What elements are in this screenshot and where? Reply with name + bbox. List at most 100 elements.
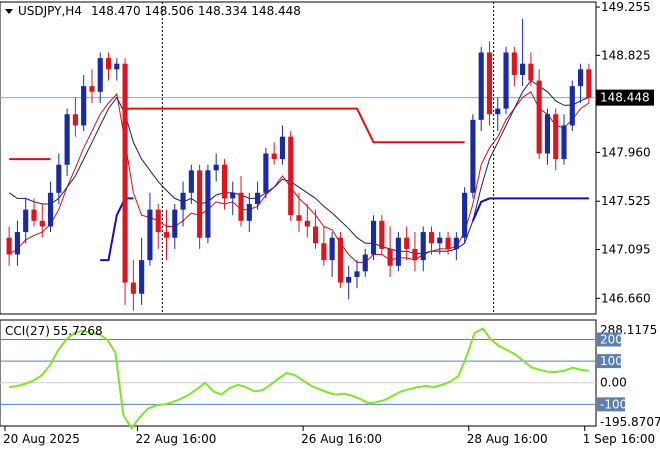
candle-bear [163, 232, 170, 238]
candle-bear [412, 248, 418, 261]
candle-bear [105, 58, 112, 70]
candle-bull [470, 119, 476, 193]
stop-low-line [100, 197, 134, 262]
cci-tick-label: 200 [600, 332, 623, 346]
time-tick-label: 1 Sep 16:00 [583, 432, 655, 446]
cci-tick-label: 100 [600, 354, 623, 368]
candle-bull [279, 136, 286, 160]
candle-bull [544, 114, 551, 154]
candle-bull [139, 260, 145, 294]
candle-bear [312, 226, 319, 244]
price-tick-label: 146.660 [601, 291, 651, 305]
candle-bear [130, 282, 136, 294]
price-tick-label: 149.255 [601, 0, 651, 14]
candle-bull [395, 237, 401, 266]
price-tick-label: 147.960 [601, 145, 651, 159]
candle-bear [586, 69, 592, 98]
price-tick-label: 147.095 [601, 242, 651, 256]
time-tick-label: 20 Aug 2025 [3, 432, 80, 446]
candle-bull [478, 52, 484, 120]
time-tick-label: 22 Aug 16:00 [136, 432, 217, 446]
cci-line-group [8, 327, 590, 430]
slow-ma-line [8, 79, 590, 254]
candle-bull [255, 192, 261, 205]
price-panel: 149.255 148.825 147.960 147.525 147.095 146.6… [0, 0, 654, 426]
candle-bull [188, 170, 194, 193]
candle-bear [89, 86, 95, 92]
stop-high-line [125, 107, 465, 144]
candle-bull [346, 276, 352, 283]
candle-bear [122, 63, 128, 283]
candle-bull [561, 125, 567, 160]
candle-bull [362, 254, 368, 272]
candle-bull [230, 192, 236, 199]
cci-tick-label: 0.00 [600, 376, 627, 390]
price-y-axis: 149.255 148.825 147.960 147.525 147.095 146.6… [596, 0, 654, 305]
last-price-label: 148.448 [600, 91, 650, 105]
candle-bear [337, 237, 343, 283]
candle-bull [114, 63, 120, 70]
candle-bull [56, 164, 62, 193]
candle-bear [486, 52, 493, 115]
candle-bear [304, 220, 310, 227]
candle-bull [97, 58, 103, 92]
candle-bear [511, 52, 517, 75]
last-price-tag [596, 89, 654, 106]
collapse-arrow-icon[interactable] [5, 9, 13, 14]
candle-bull [23, 209, 29, 233]
candle-bull [420, 232, 426, 261]
candle-bear [528, 63, 534, 81]
candle-bull [569, 86, 575, 126]
candle-bull [172, 209, 178, 238]
ohlc-values: 148.470 148.506 148.334 148.448 [91, 4, 301, 18]
candle-bull [354, 271, 360, 277]
cci-tick-label: -100 [600, 397, 627, 411]
price-panel-frame [0, 1, 597, 315]
candle-bear [296, 215, 302, 221]
candle-bear [155, 209, 161, 233]
candle-bull [246, 204, 252, 221]
chart-header: USDJPY,H4 148.470 148.506 148.334 148.44… [5, 4, 301, 18]
candle-bear [404, 237, 410, 249]
candle-bull [180, 192, 186, 210]
cci-level-badge [597, 397, 625, 412]
candle-bull [520, 63, 526, 75]
time-tick-label: 26 Aug 16:00 [301, 432, 382, 446]
candle-bull [503, 52, 509, 109]
candle-bear [271, 153, 277, 160]
candle-bull [14, 232, 20, 255]
candle-bull [495, 108, 501, 115]
cci-tick-label: -195.8707 [600, 415, 660, 429]
cci-panel-frame [0, 319, 597, 427]
cci-series-line [8, 327, 590, 430]
candle-bear [321, 243, 327, 261]
candle-bull [453, 237, 459, 249]
candle-bear [221, 164, 228, 199]
cci-grid [0, 338, 596, 405]
price-tick-label: 148.825 [601, 48, 651, 62]
candle-bear [445, 237, 451, 249]
cci-value: 55.7268 [53, 324, 103, 338]
candle-bear [39, 220, 45, 227]
candle-bear [536, 80, 542, 154]
candle-bear [72, 114, 78, 126]
candle-bull [370, 220, 377, 255]
candle-bear [197, 170, 203, 238]
candle-bull [47, 192, 54, 227]
candle-bear [553, 114, 559, 160]
time-tick-label: 28 Aug 16:00 [467, 432, 548, 446]
candle-bull [329, 237, 335, 261]
candle-bull [263, 153, 269, 193]
cci-level-badge [597, 332, 621, 347]
candle-bull [462, 192, 468, 238]
price-tick-label: 147.525 [601, 194, 651, 208]
candle-bull [578, 69, 584, 87]
cci-level-badge [597, 354, 621, 369]
candle-bear [6, 237, 12, 255]
candle-bull [205, 170, 211, 238]
candle-bull [64, 114, 70, 165]
time-x-axis: 20 Aug 2025 22 Aug 16:00 26 Aug 16:00 28 Au… [3, 426, 655, 446]
